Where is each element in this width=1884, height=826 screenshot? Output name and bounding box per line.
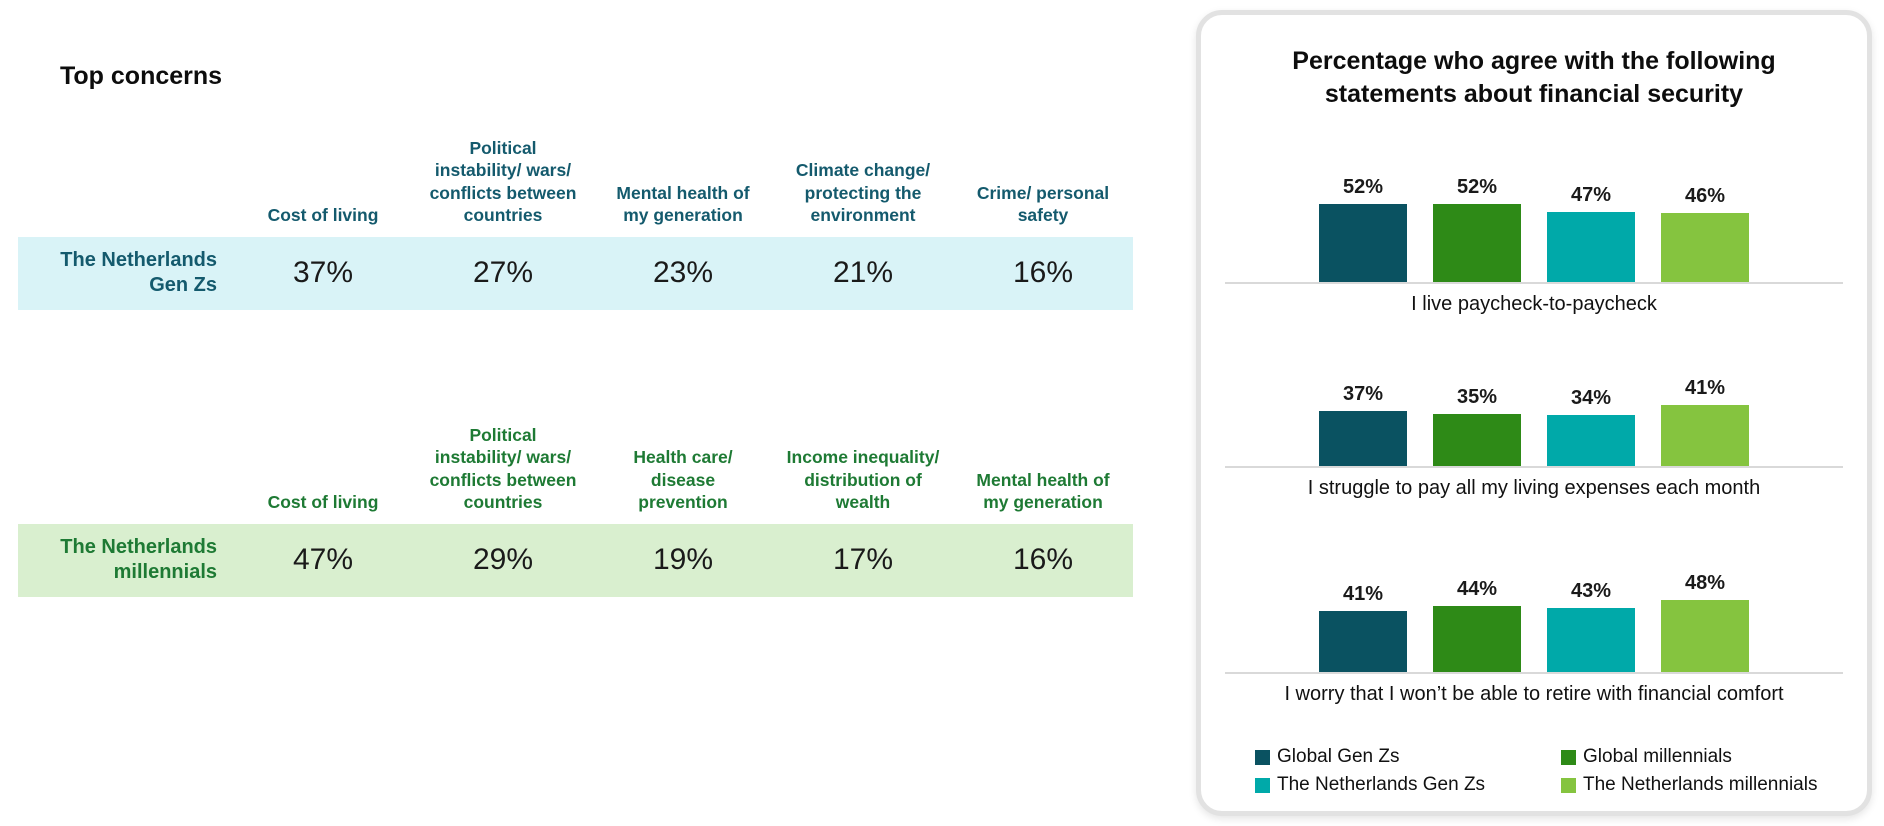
- statement-label: I live paycheck-to-paycheck: [1411, 293, 1657, 315]
- bar: [1433, 606, 1521, 672]
- table-corner-spacer: [18, 424, 233, 524]
- bar: [1547, 211, 1635, 282]
- bar: [1661, 600, 1749, 672]
- bar: [1547, 607, 1635, 672]
- column-header: Health care/ disease prevention: [633, 447, 733, 513]
- legend-item: The Netherlands Gen Zs: [1255, 774, 1561, 796]
- bar-value-label: 44%: [1456, 578, 1498, 600]
- bar: [1661, 404, 1749, 466]
- value-cell: 23%: [593, 236, 773, 310]
- column-header: Cost of living: [267, 205, 379, 226]
- column-header: Climate change/ protecting the environme…: [795, 160, 931, 226]
- bar-chart: 52% 52% 47% 46% I live paycheck-to-paycheck 3…: [1221, 172, 1847, 706]
- legend-swatch: [1255, 777, 1270, 793]
- bar-value-label: 34%: [1570, 387, 1612, 409]
- column-header: Political instability/ wars/ conflicts b…: [429, 138, 577, 226]
- bar: [1661, 213, 1749, 282]
- bar-column: 52%: [1433, 176, 1521, 282]
- column-header: Political instability/ wars/ conflicts b…: [429, 425, 577, 513]
- table-netherlands-gen-zs: Cost of living Political instability/ war…: [18, 137, 1133, 310]
- legend-swatch: [1561, 777, 1576, 793]
- bar-column: 35%: [1433, 385, 1521, 466]
- bar-value-label: 37%: [1342, 382, 1384, 405]
- column-header: Cost of living: [267, 492, 379, 513]
- bars-row: 41% 44% 43% 48%: [1225, 562, 1843, 674]
- legend-item: Global millennials: [1561, 746, 1847, 768]
- legend-label: Global Gen Zs: [1277, 746, 1400, 767]
- bar-column: 47%: [1547, 183, 1635, 282]
- bar-value-label: 46%: [1684, 185, 1726, 207]
- bar-column: 37%: [1319, 382, 1407, 466]
- column-header: Mental health of my generation: [616, 182, 750, 226]
- legend-label: The Netherlands millennials: [1583, 774, 1818, 795]
- bar-column: 46%: [1661, 185, 1749, 282]
- bar-value-label: 52%: [1456, 176, 1498, 198]
- legend-item: Global Gen Zs: [1255, 746, 1561, 768]
- value-cell: 37%: [233, 236, 413, 310]
- bar-column: 34%: [1547, 387, 1635, 466]
- bar-value-label: 52%: [1342, 176, 1384, 198]
- bar: [1319, 204, 1407, 282]
- value-cell: 21%: [773, 236, 953, 310]
- column-header: Crime/ personal safety: [976, 182, 1110, 226]
- row-label: The Netherlands Gen Zs: [18, 236, 233, 310]
- bar-column: 41%: [1319, 582, 1407, 672]
- value-cell: 27%: [413, 236, 593, 310]
- legend-item: The Netherlands millennials: [1561, 774, 1847, 796]
- bars-row: 52% 52% 47% 46%: [1225, 172, 1843, 284]
- bar: [1319, 610, 1407, 672]
- bar-column: 41%: [1661, 376, 1749, 466]
- legend-label: Global millennials: [1583, 746, 1732, 767]
- value-cell: 29%: [413, 523, 593, 597]
- chart-group: 37% 35% 34% 41% I struggle to pay all my liv…: [1221, 356, 1847, 500]
- column-header: Income inequality/ distribution of wealt…: [786, 447, 940, 513]
- top-concerns-title: Top concerns: [60, 62, 223, 90]
- value-cell: 19%: [593, 523, 773, 597]
- bar-column: 48%: [1661, 572, 1749, 672]
- legend-swatch: [1561, 749, 1576, 765]
- row-label: The Netherlands millennials: [18, 523, 233, 597]
- legend-swatch: [1255, 749, 1270, 765]
- chart-group: 52% 52% 47% 46% I live paycheck-to-paycheck: [1221, 172, 1847, 316]
- chart-group: 41% 44% 43% 48% I worry that I won’t be able…: [1221, 562, 1847, 706]
- bar: [1433, 204, 1521, 282]
- bar-value-label: 41%: [1342, 582, 1384, 605]
- bar-value-label: 48%: [1684, 572, 1726, 594]
- column-header: Mental health of my generation: [976, 469, 1110, 513]
- bar: [1319, 410, 1407, 466]
- table-netherlands-millennials: Cost of living Political instability/ war…: [18, 424, 1133, 597]
- financial-security-card: Percentage who agree with the following …: [1196, 10, 1872, 816]
- value-cell: 47%: [233, 523, 413, 597]
- legend-label: The Netherlands Gen Zs: [1277, 774, 1486, 795]
- bar-value-label: 41%: [1684, 376, 1726, 399]
- value-cell: 16%: [953, 236, 1133, 310]
- value-cell: 16%: [953, 523, 1133, 597]
- statement-label: I struggle to pay all my living expenses…: [1307, 477, 1761, 499]
- value-cell: 17%: [773, 523, 953, 597]
- bars-row: 37% 35% 34% 41%: [1225, 356, 1843, 468]
- bar-value-label: 35%: [1456, 385, 1498, 408]
- bar: [1547, 415, 1635, 466]
- bar-value-label: 47%: [1570, 183, 1612, 206]
- statement-label: I worry that I won’t be able to retire w…: [1284, 683, 1784, 705]
- bar-value-label: 43%: [1570, 579, 1612, 602]
- bar-column: 44%: [1433, 578, 1521, 672]
- bar: [1433, 413, 1521, 466]
- bar-column: 52%: [1319, 176, 1407, 282]
- bar-column: 43%: [1547, 579, 1635, 672]
- table-corner-spacer: [18, 137, 233, 237]
- chart-title: Percentage who agree with the following …: [1292, 47, 1776, 108]
- chart-legend: Global Gen Zs Global millennials The Nethe…: [1255, 746, 1847, 796]
